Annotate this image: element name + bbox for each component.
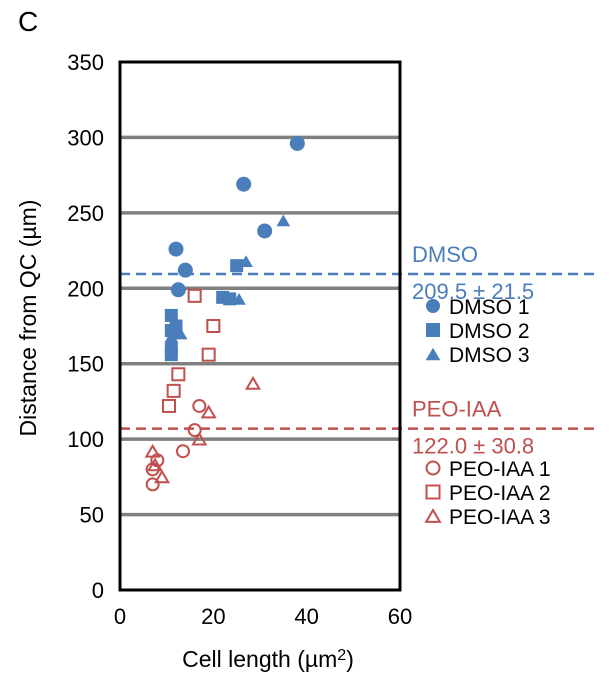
y-tick-label: 250 [67,201,104,226]
point-peo-iaa-1 [192,398,207,413]
x-tick-label: 40 [294,604,318,629]
point-dmso-1 [177,262,193,278]
x-tick-label: 20 [201,604,225,629]
legend-label-peo-iaa-1: PEO-IAA 1 [449,458,551,481]
point-dmso-1 [170,282,186,298]
y-tick-label: 100 [67,427,104,452]
point-dmso-2 [164,348,178,362]
point-peo-iaa-3 [191,431,208,446]
data-points [144,135,305,492]
point-dmso-2 [223,292,237,306]
point-dmso-3 [239,255,253,267]
point-peo-iaa-1 [176,444,190,459]
point-peo-iaa-2 [162,398,176,413]
y-tick-label: 0 [92,578,104,603]
legend-label-dmso-3: DMSO 3 [449,344,530,367]
plot-frame [118,60,402,592]
y-axis-label: Distance from QC (µm) [15,200,41,437]
point-peo-iaa-2 [206,319,221,333]
point-peo-iaa-2 [171,367,186,382]
point-dmso-3 [173,327,188,340]
legend-label-dmso-2: DMSO 2 [449,320,530,343]
point-dmso-3 [276,214,291,227]
legend-marker-dmso-1 [426,299,440,313]
legend-label-peo-iaa-2: PEO-IAA 2 [449,482,551,505]
x-tick-label: 60 [388,604,412,629]
legend-label-dmso-1: DMSO 1 [449,296,530,319]
legend-label-peo-iaa-3: PEO-IAA 3 [449,506,551,529]
legend-marker-dmso-2 [426,323,440,337]
legend-marker-peo-iaa-3 [424,508,442,523]
point-dmso-1 [168,241,184,257]
point-peo-iaa-3 [200,404,217,419]
y-tick-label: 350 [67,50,104,75]
panel-label: C [18,6,39,37]
y-tick-label: 300 [67,125,104,150]
x-tick-labels: 0 20 40 60 [114,604,412,629]
point-dmso-1 [289,135,305,151]
point-peo-iaa-3 [146,457,164,472]
reference-label-dmso: DMSO [412,242,478,267]
point-peo-iaa-2 [187,288,202,303]
legend-marker-peo-iaa-1 [425,460,441,476]
point-peo-iaa-1 [145,477,160,492]
x-axis-label-end: ) [346,646,354,672]
reference-label-peo: PEO-IAA [412,397,502,422]
legend-marker-peo-iaa-2 [425,484,441,500]
point-peo-iaa-3 [144,443,161,458]
point-dmso-3 [164,330,179,343]
point-dmso-2 [169,319,183,333]
point-peo-iaa-3 [244,375,262,390]
x-axis-label: Cell length (µm2) [182,646,354,672]
point-dmso-1 [257,223,273,239]
point-dmso-2 [164,308,178,322]
y-tick-label: 200 [67,276,104,301]
x-axis-label-main: Cell length (µm [182,646,337,672]
point-dmso-3 [232,292,246,305]
point-dmso-1 [236,176,252,192]
point-peo-iaa-1 [187,423,202,438]
legend-marker-dmso-3 [425,347,441,361]
y-tick-labels: 0 50 100 150 200 250 300 350 [67,50,104,603]
x-axis-label-superscript: 2 [337,647,346,664]
y-tick-label: 50 [80,503,104,528]
point-dmso-2 [230,259,244,273]
point-peo-iaa-2 [201,347,216,362]
point-peo-iaa-3 [153,469,171,484]
reference-value-peo: 122.0 ± 30.8 [412,434,534,459]
point-peo-iaa-2 [166,383,181,398]
gridlines [120,135,400,517]
y-tick-label: 150 [67,352,104,377]
x-tick-label: 0 [114,604,126,629]
